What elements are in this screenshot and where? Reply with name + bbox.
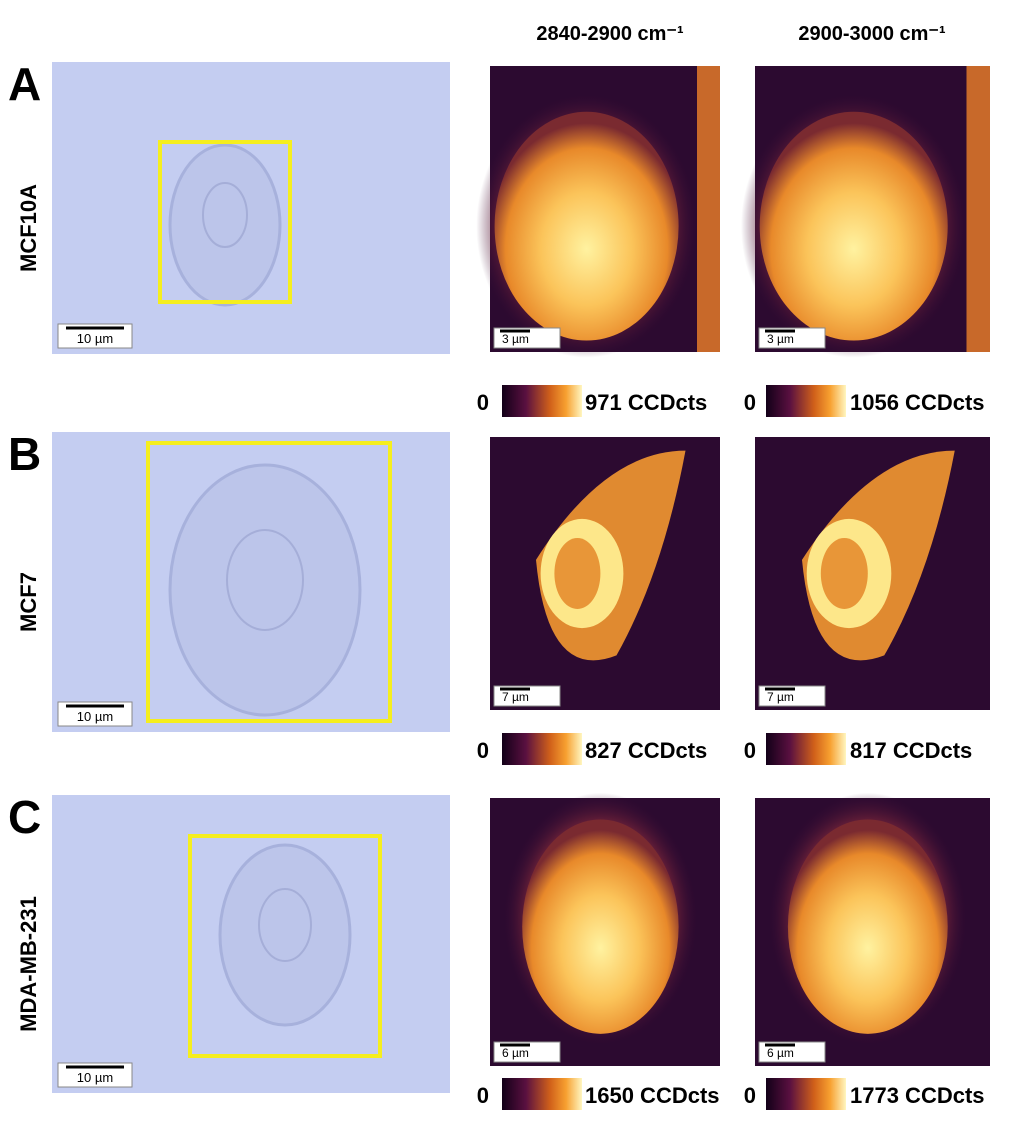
colorbar-max: 1056 CCDcts <box>850 390 985 415</box>
cell-outline <box>218 843 352 1027</box>
scale-label: 10 µm <box>77 709 113 724</box>
scale-box <box>493 685 561 707</box>
colorbar <box>502 1078 582 1110</box>
colorbar-max: 817 CCDcts <box>850 738 972 763</box>
cell-line-label: MCF10A <box>16 184 41 272</box>
colorbar-min: 0 <box>477 738 489 763</box>
scale-label: 10 µm <box>77 1070 113 1085</box>
cell-outline <box>168 463 362 717</box>
roi-box <box>188 834 382 1058</box>
scale-box <box>493 1041 561 1063</box>
scale-box <box>493 327 561 349</box>
panel-letter: C <box>8 791 41 843</box>
roi-box <box>158 140 292 304</box>
cell-line-label: MDA-MB-231 <box>16 896 41 1032</box>
scale-label: 3 µm <box>502 332 529 346</box>
scale-label: 3 µm <box>767 332 794 346</box>
column-header: 2840-2900 cm⁻¹ <box>536 23 684 45</box>
scale-label: 6 µm <box>502 1046 529 1060</box>
nucleus-outline <box>258 888 312 962</box>
nucleus-core <box>554 538 601 609</box>
cell-line-label: MCF7 <box>16 572 41 632</box>
colorbar-max: 971 CCDcts <box>585 390 707 415</box>
cell-signal <box>494 111 679 341</box>
scale-box <box>758 327 826 349</box>
colorbar-min: 0 <box>477 390 489 415</box>
colorbar-min: 0 <box>744 738 756 763</box>
colorbar <box>766 733 846 765</box>
map-edge <box>697 66 720 352</box>
colorbar <box>502 733 582 765</box>
scale-label: 7 µm <box>502 690 529 704</box>
nucleus-core <box>820 538 868 609</box>
scale-label: 10 µm <box>77 331 113 346</box>
scale-box <box>758 1041 826 1063</box>
scale-label: 7 µm <box>767 690 794 704</box>
colorbar <box>766 1078 846 1110</box>
colorbar-min: 0 <box>744 390 756 415</box>
panel-letter: A <box>8 58 41 110</box>
colorbar-min: 0 <box>744 1083 756 1108</box>
cell-outline <box>168 143 282 307</box>
scale-box <box>758 685 826 707</box>
colorbar-max: 827 CCDcts <box>585 738 707 763</box>
colorbar <box>766 385 846 417</box>
cell-signal <box>759 111 948 341</box>
nucleus-outline <box>226 529 304 631</box>
roi-box <box>146 441 392 723</box>
cell-signal <box>522 819 679 1034</box>
colorbar-max: 1773 CCDcts <box>850 1083 985 1108</box>
panel-letter: B <box>8 428 41 480</box>
scale-label: 6 µm <box>767 1046 794 1060</box>
cell-signal <box>787 819 948 1034</box>
colorbar <box>502 385 582 417</box>
colorbar-max: 1650 CCDcts <box>585 1083 720 1108</box>
map-edge <box>966 66 990 352</box>
column-header: 2900-3000 cm⁻¹ <box>798 23 946 45</box>
colorbar-min: 0 <box>477 1083 489 1108</box>
nucleus-outline <box>202 182 248 248</box>
